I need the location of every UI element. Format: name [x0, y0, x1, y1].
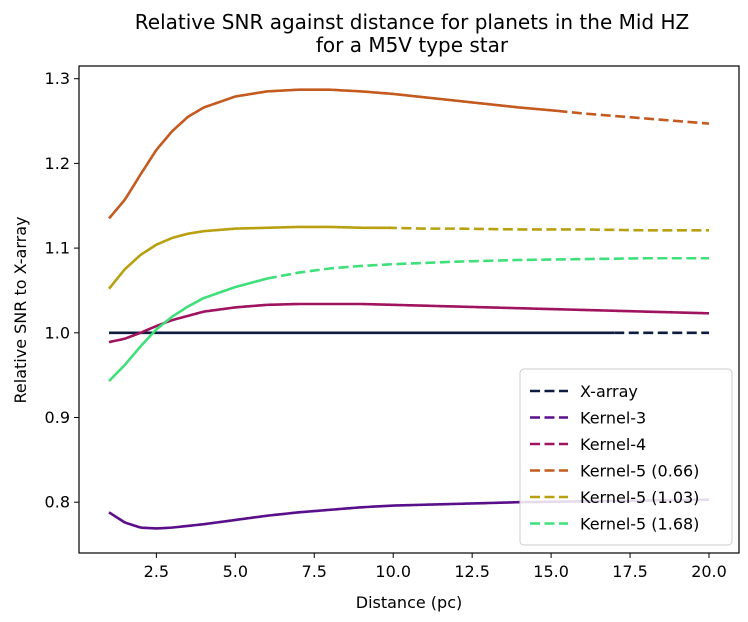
legend-label-kernel-4: Kernel-4 — [580, 435, 646, 454]
x-tick-label: 2.5 — [144, 562, 169, 581]
y-tick-label: 1.2 — [45, 154, 70, 173]
y-tick-label: 1.3 — [45, 69, 70, 88]
series-dashed-kernel-5-1-68 — [266, 256, 709, 280]
series-line-kernel-5-1-68 — [108, 277, 268, 382]
legend-label-kernel-5-0-66: Kernel-5 (0.66) — [580, 462, 699, 481]
y-tick-label: 0.9 — [45, 408, 70, 427]
x-tick-label: 17.5 — [612, 562, 648, 581]
legend-label-x-array: X-array — [580, 382, 638, 401]
series-dashed-kernel-5-0-66 — [557, 109, 710, 125]
legend-frame — [519, 368, 733, 546]
x-tick-label: 12.5 — [454, 562, 490, 581]
x-axis-label: Distance (pc) — [356, 593, 462, 612]
y-tick-label: 1.0 — [45, 323, 70, 342]
legend-label-kernel-3: Kernel-3 — [580, 409, 646, 428]
chart-title-line-1: Relative SNR against distance for planet… — [135, 10, 689, 34]
plot-area: 2.5 5.0 7.5 10.0 12.5 15.0 17.5 20.0 0.8 0.9 1.0 1… — [45, 65, 740, 581]
legend: X-array Kernel-3 Kernel-4 Kernel-5 (0.66) Ke… — [519, 368, 733, 546]
x-tick-label: 10.0 — [375, 562, 411, 581]
y-tick-label: 1.1 — [45, 239, 70, 258]
x-tick-label: 5.0 — [223, 562, 248, 581]
legend-label-kernel-5-1-03: Kernel-5 (1.03) — [580, 488, 699, 507]
series-line-kernel-5-1-03 — [107, 225, 388, 290]
x-tick-label: 15.0 — [533, 562, 569, 581]
legend-label-kernel-5-1-68: Kernel-5 (1.68) — [580, 515, 699, 534]
chart-title-line-2: for a M5V type star — [316, 33, 509, 57]
x-tick-label: 20.0 — [691, 562, 727, 581]
series-line-kernel-5-0-66 — [108, 88, 558, 220]
x-tick-label: 7.5 — [302, 562, 327, 581]
x-axis-ticks: 2.5 5.0 7.5 10.0 12.5 15.0 17.5 20.0 — [144, 553, 727, 581]
y-tick-label: 0.8 — [45, 493, 70, 512]
series-line-kernel-4 — [108, 302, 710, 344]
y-axis-label: Relative SNR to X-array — [11, 217, 30, 404]
y-axis-ticks: 0.8 0.9 1.0 1.1 1.2 1.3 — [45, 69, 79, 512]
series-dashed-kernel-5-1-03 — [386, 226, 709, 232]
